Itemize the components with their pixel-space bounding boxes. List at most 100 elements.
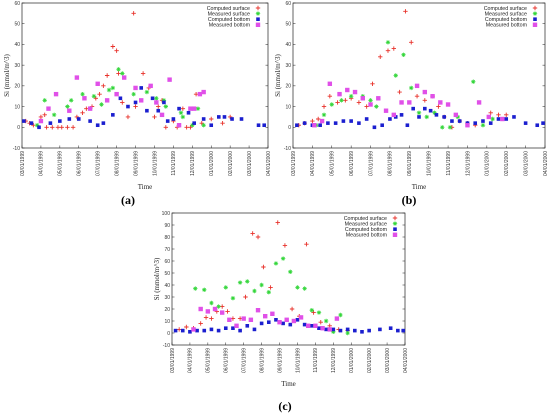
data-point (133, 104, 138, 109)
data-point (465, 123, 470, 128)
data-point (38, 118, 44, 124)
data-point (385, 40, 391, 45)
chart-panel: -10 0 10 20 30 40 50 60 70 80 90 100 03/01/1999 04/01… (153, 211, 409, 413)
data-point (190, 123, 195, 128)
data-point (316, 310, 322, 315)
data-point (91, 94, 97, 99)
data-point (414, 83, 420, 89)
data-point (110, 44, 116, 49)
data-point (101, 121, 106, 125)
data-point (318, 123, 322, 128)
x-tick-label: 09/01/1999 (277, 348, 283, 373)
data-point (273, 261, 279, 266)
data-point (162, 100, 166, 105)
data-point (403, 9, 408, 14)
x-tick-label: 12/01/1999 (465, 151, 471, 176)
data-point (380, 123, 384, 128)
legend-label: Computed surface (484, 6, 527, 12)
data-point (51, 112, 57, 118)
y-tick-label: 0 (288, 125, 291, 131)
data-point (335, 100, 340, 105)
data-point (268, 285, 273, 290)
data-point (405, 123, 410, 128)
data-point (131, 91, 136, 97)
data-point (490, 116, 495, 122)
data-point (209, 300, 214, 306)
x-tick-label: 04/01/1999 (39, 151, 45, 176)
data-point (341, 119, 346, 123)
y-tick-label: 30 (285, 63, 291, 69)
data-point (154, 96, 159, 101)
legend-label: Computed bottom (345, 227, 388, 233)
data-point (133, 100, 138, 105)
data-point (378, 54, 383, 60)
data-point (438, 100, 443, 105)
data-point (327, 327, 332, 332)
x-tick-label: 01/01/2000 (349, 348, 355, 373)
x-tick-label: 12/01/1999 (331, 348, 337, 373)
data-point (209, 327, 214, 332)
data-point (225, 309, 230, 314)
data-point (310, 324, 314, 328)
legend-marker (255, 11, 261, 16)
y-tick-label: 10 (285, 104, 291, 110)
data-point (156, 104, 161, 109)
data-point (101, 83, 106, 89)
data-point (535, 123, 540, 128)
data-point (364, 117, 369, 121)
data-point (99, 102, 104, 107)
x-tick-label: 10/01/1999 (152, 151, 158, 176)
data-point (216, 304, 221, 309)
data-point (44, 125, 49, 130)
data-point (202, 287, 207, 292)
x-tick-label: 11/01/1999 (313, 348, 319, 373)
data-point (110, 85, 116, 91)
x-tick-label: 03/01/2000 (385, 348, 391, 373)
data-point (212, 306, 218, 312)
x-tick-label: 10/01/1999 (426, 151, 432, 176)
legend-label: Measured surface (485, 11, 527, 17)
data-point (316, 116, 321, 122)
data-point (262, 123, 267, 128)
data-point (152, 114, 157, 120)
y-tick-label: 60 (285, 1, 291, 7)
data-point (167, 77, 172, 82)
data-point (298, 315, 304, 320)
data-point (360, 330, 364, 334)
data-point (65, 104, 70, 109)
data-point (318, 320, 323, 325)
data-point (434, 113, 439, 117)
data-point (504, 117, 509, 121)
data-point (29, 121, 34, 125)
data-point (74, 114, 80, 120)
data-point (88, 119, 92, 123)
data-point (104, 73, 110, 78)
data-point (417, 115, 421, 119)
data-point (241, 316, 246, 321)
data-point (324, 327, 328, 332)
x-tick-label: 02/01/2000 (228, 151, 234, 176)
data-point (295, 285, 300, 290)
data-series (23, 11, 233, 130)
data-point (114, 91, 119, 97)
data-point (457, 119, 462, 123)
data-point (422, 98, 428, 103)
data-point (284, 317, 289, 322)
data-point (55, 125, 61, 130)
data-point (339, 98, 344, 103)
data-point (219, 310, 225, 315)
plot-frame (292, 2, 546, 149)
data-point (250, 231, 255, 236)
data-point (320, 326, 325, 331)
data-point (263, 314, 268, 319)
data-series (38, 75, 206, 128)
data-point (34, 123, 40, 128)
data-point (205, 309, 211, 314)
data-point (356, 100, 362, 105)
data-point (42, 112, 47, 118)
data-point (243, 294, 248, 300)
legend-label: Computed bottom (485, 17, 528, 23)
data-point (150, 96, 155, 101)
data-point (471, 79, 476, 84)
